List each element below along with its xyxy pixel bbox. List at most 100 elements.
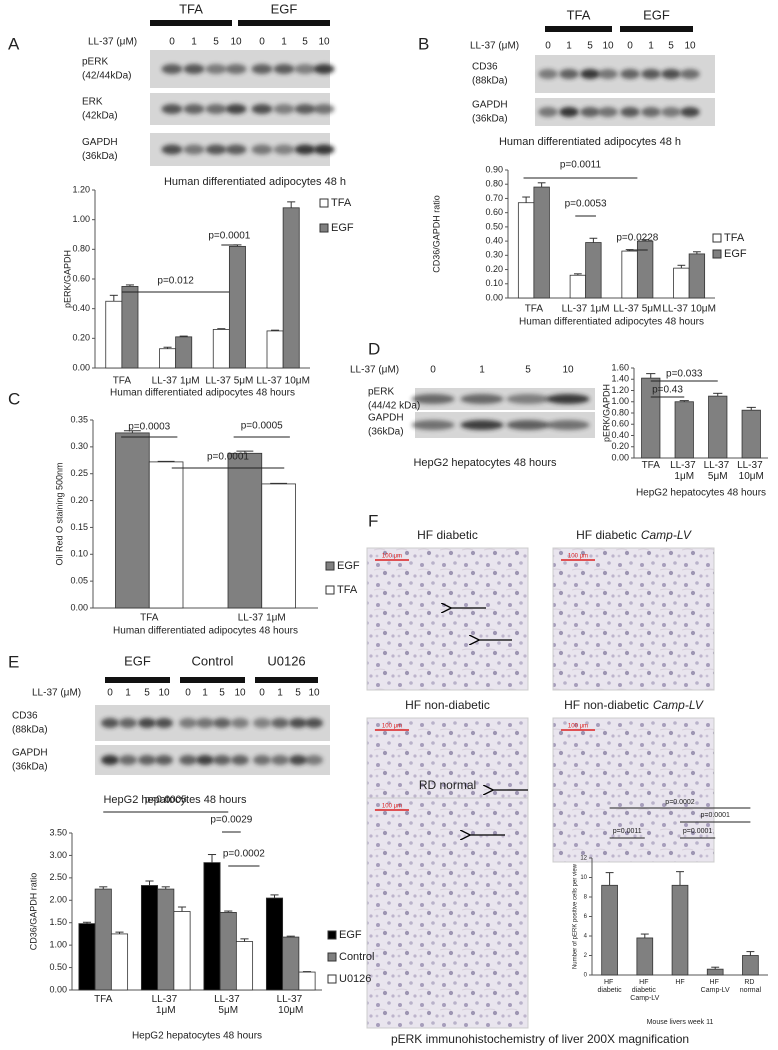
x-tick-label: LL-37 5μM xyxy=(613,304,661,315)
dose: 0 xyxy=(169,37,175,48)
y-tick-label: 0.00 xyxy=(72,362,90,372)
row-label: GAPDH xyxy=(472,100,508,111)
blot-band xyxy=(225,144,247,155)
group-bar xyxy=(545,26,612,32)
row-label: pERK xyxy=(82,57,108,68)
legend-label: TFA xyxy=(337,584,358,596)
bar xyxy=(159,348,177,369)
blot-background xyxy=(415,388,595,410)
image-title: HF non-diabetic Camp-LV xyxy=(564,698,704,712)
x-axis-label: Human differentiated adipocytes 48 hours xyxy=(110,388,295,399)
legend-swatch xyxy=(325,561,335,571)
blot-band xyxy=(411,394,455,404)
x-tick-label: LL-37 1μM xyxy=(152,376,200,387)
legend-swatch xyxy=(319,223,329,233)
x-tick-label: LL-37 10μM xyxy=(737,460,765,482)
bar xyxy=(219,911,237,991)
error-bar xyxy=(123,430,141,433)
p-value: p=0.0001 xyxy=(207,452,249,463)
blot-band xyxy=(538,107,558,117)
x-tick-label: LL-37 5μM xyxy=(704,460,732,482)
blot-band xyxy=(313,104,335,114)
y-tick-label: 2.00 xyxy=(49,895,67,905)
row-label: ERK xyxy=(82,97,103,108)
blot-band xyxy=(251,64,273,74)
bar xyxy=(706,968,724,976)
dose: 0 xyxy=(430,365,436,376)
dose: 5 xyxy=(213,37,219,48)
blot-band xyxy=(559,69,579,79)
legend-swatch xyxy=(325,585,335,595)
y-tick-label: 0.10 xyxy=(485,278,503,288)
y-tick-label: 8 xyxy=(584,895,588,901)
y-tick-label: 0.80 xyxy=(611,407,629,417)
image-title-text: RD normal xyxy=(419,778,476,792)
legend-label: EGF xyxy=(331,222,354,234)
blot-band xyxy=(155,718,173,728)
x-tick-label: LL-37 1μM xyxy=(562,304,610,315)
y-tick-label: 0.35 xyxy=(70,414,88,424)
x-tick-label: RD normal xyxy=(740,979,762,994)
x-tick-label: TFA xyxy=(140,613,159,624)
blot-band xyxy=(546,420,590,430)
histology-caption: pERK immunohistochemistry of liver 200X … xyxy=(391,1032,689,1046)
bar xyxy=(266,330,284,369)
blot-band xyxy=(183,144,205,155)
blot-band xyxy=(251,104,273,114)
blot-band xyxy=(161,144,183,155)
error-bar xyxy=(217,328,226,330)
error-bar xyxy=(679,400,689,402)
bar xyxy=(173,911,191,991)
image-title: HF diabetic xyxy=(417,528,478,542)
blot-band xyxy=(580,107,600,117)
p-value: p=0.0002 xyxy=(223,849,265,860)
error-bar xyxy=(711,966,720,970)
bar xyxy=(228,245,246,369)
image-title-italic: Camp-LV xyxy=(641,528,692,542)
error-bar xyxy=(236,450,254,454)
legend-label: EGF xyxy=(337,560,360,572)
bar xyxy=(298,971,316,991)
x-tick-label: TFA xyxy=(94,994,113,1005)
blot-band xyxy=(196,755,214,765)
y-tick-label: 1.50 xyxy=(49,917,67,927)
blot-band xyxy=(205,144,227,155)
error-bar xyxy=(537,182,546,188)
blot-band xyxy=(273,104,295,114)
blot-band xyxy=(225,104,247,114)
bar xyxy=(140,885,159,991)
blot-band xyxy=(138,718,156,728)
x-axis-label: Human differentiated adipocytes 48 hours xyxy=(519,317,704,328)
error-bar xyxy=(271,329,280,331)
y-tick-label: 3.00 xyxy=(49,850,67,860)
blot-band xyxy=(273,144,295,155)
legend-swatch xyxy=(327,930,337,940)
scale-bar-label: 100 μm xyxy=(568,724,588,730)
blot-band xyxy=(620,69,640,79)
p-value: p=0.0005 xyxy=(145,795,187,806)
blot-band xyxy=(559,107,579,117)
blot-band xyxy=(155,755,173,765)
row-label-kda: (42kDa) xyxy=(82,111,118,122)
row-label-kda: (88kDa) xyxy=(472,76,508,87)
image-title-text: HF diabetic xyxy=(576,528,637,542)
panel-letter: D xyxy=(368,339,380,358)
error-bar xyxy=(641,239,650,242)
y-tick-label: 1.20 xyxy=(611,385,629,395)
blot-band xyxy=(161,64,183,74)
p-value: p=0.0228 xyxy=(616,233,658,244)
x-axis-label: HepG2 hepatocytes 48 hours xyxy=(636,488,766,499)
x-tick-label: TFA xyxy=(525,304,544,315)
dose: 1 xyxy=(479,365,485,376)
y-tick-label: 0.20 xyxy=(70,495,88,505)
y-tick-label: 0.60 xyxy=(611,419,629,429)
dose: 5 xyxy=(219,688,225,699)
dose: 1 xyxy=(566,41,572,52)
dose: 10 xyxy=(158,688,170,699)
y-tick-label: 0.25 xyxy=(70,468,88,478)
image-title-text: HF non-diabetic xyxy=(405,698,490,712)
blot-band xyxy=(580,69,600,79)
bar xyxy=(673,267,690,299)
bar xyxy=(148,461,184,609)
dose: 5 xyxy=(144,688,150,699)
